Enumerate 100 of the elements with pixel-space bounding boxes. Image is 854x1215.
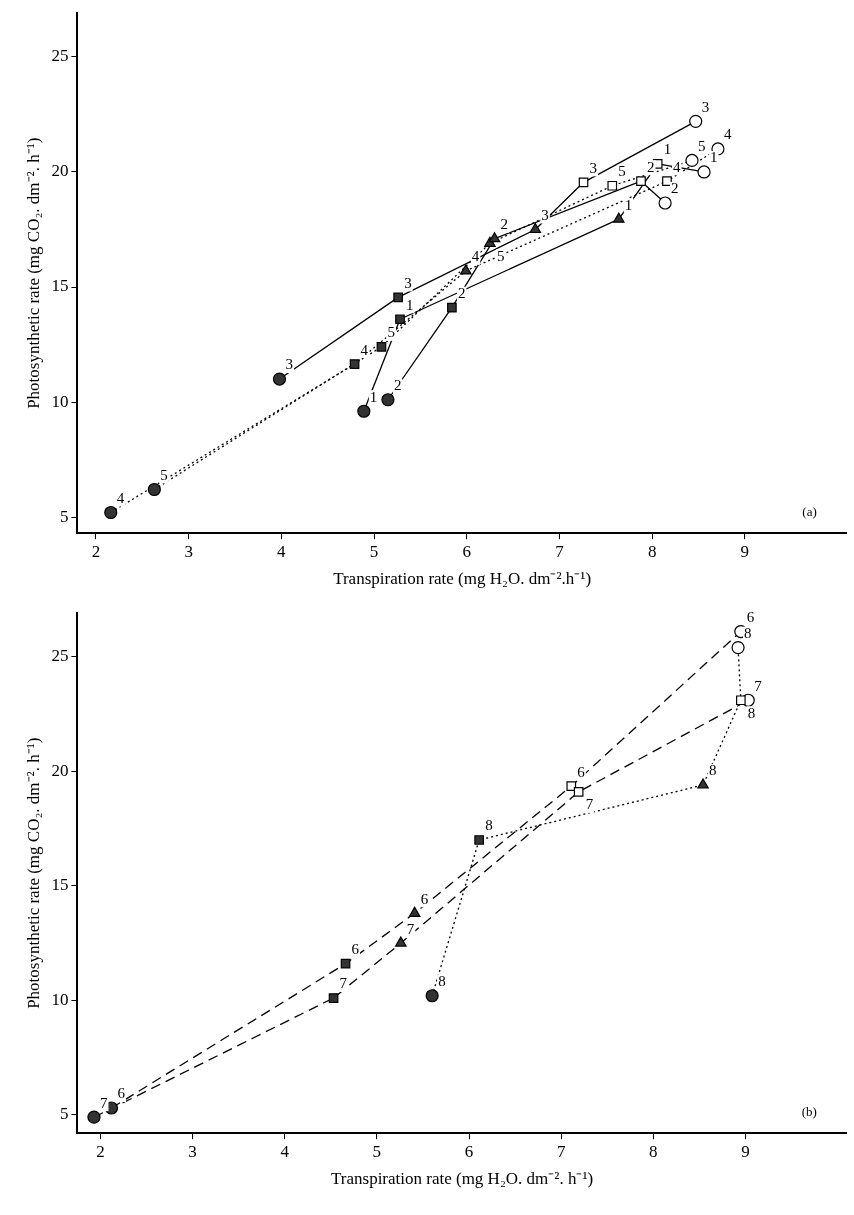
annotation: (a) xyxy=(802,504,817,520)
text: 2 xyxy=(457,285,466,302)
text: 8 xyxy=(747,704,756,721)
x-tick-label: 5 xyxy=(372,1141,382,1161)
y-tick-label: 25 xyxy=(51,46,69,66)
text: 4 xyxy=(723,126,732,143)
text: 1 xyxy=(624,196,633,213)
point xyxy=(460,264,472,275)
x-tick-label: 2 xyxy=(91,541,101,561)
point xyxy=(104,505,118,520)
point xyxy=(697,778,709,789)
text: 3 xyxy=(589,159,598,176)
x-tick-label: 4 xyxy=(277,541,287,561)
text: 6 xyxy=(746,608,755,625)
x-tick-label: 3 xyxy=(188,1141,197,1161)
point xyxy=(147,482,161,497)
point xyxy=(425,989,439,1003)
point xyxy=(393,292,403,303)
text: 7 xyxy=(585,796,594,813)
point xyxy=(607,180,618,191)
series-label: 5 xyxy=(387,324,395,341)
text: 7 xyxy=(406,920,415,937)
text: 7 xyxy=(339,975,348,992)
point xyxy=(381,393,395,407)
text: 6 xyxy=(420,890,429,907)
point xyxy=(612,212,625,223)
point xyxy=(662,176,672,187)
y-tick-label: 20 xyxy=(51,760,69,780)
y-tick-label: 5 xyxy=(59,1104,69,1124)
point xyxy=(349,359,360,369)
point xyxy=(376,341,387,352)
point xyxy=(328,993,339,1003)
series-label: 3 xyxy=(404,274,412,291)
x-tick-label: 6 xyxy=(462,541,471,561)
x-tick-label: 7 xyxy=(555,541,565,561)
x-tick-label: 2 xyxy=(96,1141,105,1161)
text: 8 xyxy=(485,817,493,834)
text: 4 xyxy=(116,489,125,506)
text: 6 xyxy=(117,1085,125,1102)
series-label: 2 xyxy=(393,377,402,394)
x-tick-label: 8 xyxy=(649,1141,658,1161)
y-tick-label: 5 xyxy=(59,506,69,526)
series-label: 4 xyxy=(471,248,480,265)
text: 3 xyxy=(701,98,710,115)
point xyxy=(685,153,699,168)
text: 5 xyxy=(697,137,706,154)
point xyxy=(272,372,287,386)
text: 3 xyxy=(285,356,293,373)
point xyxy=(474,835,484,845)
y-axis-title: Photosynthetic rate (mg CO₂. dm⁻². h⁻¹) xyxy=(23,737,43,1009)
x-tick-label: 3 xyxy=(184,541,193,561)
point xyxy=(408,906,421,917)
text: 1 xyxy=(710,149,718,166)
y-tick-label: 25 xyxy=(51,646,69,666)
x-tick-label: 9 xyxy=(740,541,750,561)
point xyxy=(395,314,405,325)
point xyxy=(636,176,646,187)
point xyxy=(447,302,457,313)
text: 6 xyxy=(351,941,360,958)
y-tick-label: 10 xyxy=(51,989,69,1009)
x-tick-label: 5 xyxy=(369,541,379,561)
point xyxy=(357,404,371,418)
text: 5 xyxy=(160,466,168,483)
text: 7 xyxy=(754,677,762,694)
text: 4 xyxy=(360,341,369,358)
point xyxy=(578,177,589,188)
point xyxy=(689,114,703,128)
text: 1 xyxy=(405,296,414,313)
x-tick-label: 6 xyxy=(464,1141,474,1161)
text: 8 xyxy=(744,625,752,641)
x-axis-title: Transpiration rate (mg H₂O. dm⁻². h⁻¹) xyxy=(331,1169,594,1189)
point xyxy=(395,936,407,947)
point xyxy=(566,781,577,791)
series-label: 6 xyxy=(577,763,586,780)
text: 2 xyxy=(647,158,655,175)
point xyxy=(488,232,501,243)
series-label: 1 xyxy=(369,388,378,405)
text: 2 xyxy=(671,180,679,197)
point xyxy=(87,1110,101,1124)
y-tick-label: 20 xyxy=(51,161,69,181)
text: 5 xyxy=(496,247,505,264)
y-tick-label: 15 xyxy=(51,276,69,296)
point xyxy=(735,695,746,706)
series-label: 7 xyxy=(99,1094,108,1111)
text: 3 xyxy=(541,206,549,223)
text: 8 xyxy=(438,973,446,990)
y-tick-label: 15 xyxy=(51,875,69,895)
point xyxy=(658,196,672,210)
point xyxy=(697,165,711,179)
series-label: 8 xyxy=(709,762,717,779)
x-tick-label: 9 xyxy=(741,1141,750,1161)
text: 2 xyxy=(500,216,509,233)
point xyxy=(529,222,542,234)
point xyxy=(340,958,351,969)
text: 4 xyxy=(672,158,681,175)
x-tick-label: 7 xyxy=(556,1141,566,1161)
text: 5 xyxy=(618,163,626,180)
annotation: (b) xyxy=(801,1104,817,1120)
point xyxy=(573,787,584,797)
text: 1 xyxy=(663,141,672,158)
